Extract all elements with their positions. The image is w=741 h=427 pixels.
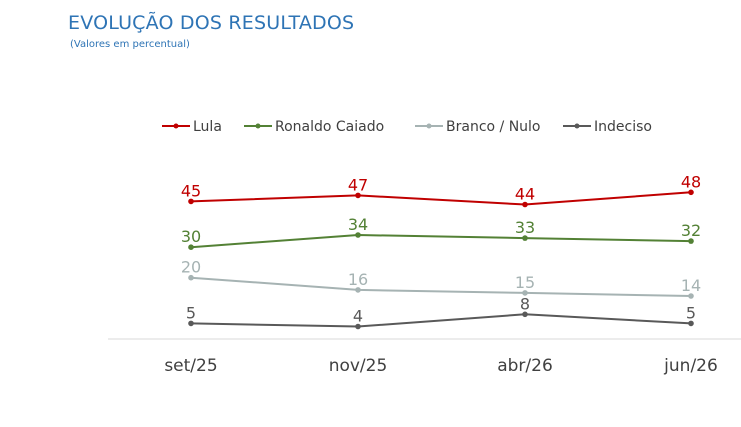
series-line-1 [190,233,692,249]
data-label-1-0: 30 [181,227,201,246]
x-tick-label-3: jun/26 [663,356,718,376]
data-point-2-0 [188,274,194,281]
data-point-1-1 [355,232,361,238]
legend-marker-3 [574,123,580,129]
data-point-1-2 [522,235,528,241]
x-tick-label-0: set/25 [164,356,217,376]
data-point-0-1 [355,192,361,199]
legend-label-3: Indeciso [594,119,652,135]
legend-marker-2 [426,123,432,129]
data-point-1-0 [188,244,194,250]
data-label-2-1: 16 [348,270,368,289]
data-point-2-3 [688,293,694,299]
data-point-1-3 [688,238,694,244]
data-point-2-1 [355,287,361,293]
data-point-3-2 [522,311,528,318]
legend-label-2: Branco / Nulo [446,119,541,135]
data-label-0-3: 48 [681,172,701,191]
data-label-0-0: 45 [181,181,201,200]
data-label-1-1: 34 [348,215,368,234]
data-point-0-3 [688,189,694,196]
series-line-2 [190,276,692,297]
data-point-3-3 [688,320,694,327]
series-line-3 [190,313,692,328]
chart-subtitle: (Valores em percentual) [70,39,190,50]
data-point-3-1 [355,323,361,330]
x-tick-label-1: nov/25 [329,356,388,376]
data-label-0-2: 44 [515,185,535,204]
data-label-3-2: 8 [520,294,530,313]
data-point-0-0 [188,198,194,205]
legend-label-1: Ronaldo Caiado [275,119,384,135]
data-label-3-1: 4 [353,307,363,326]
legend-marker-1 [255,123,261,129]
legend-marker-0 [173,123,179,129]
data-point-2-2 [522,290,528,296]
data-label-3-3: 5 [686,303,696,322]
data-label-0-1: 47 [348,175,368,194]
data-point-3-0 [188,320,194,327]
data-label-1-2: 33 [515,218,535,237]
data-point-0-2 [522,201,528,208]
data-label-2-2: 15 [515,273,535,292]
x-tick-label-2: abr/26 [497,356,553,376]
data-label-1-3: 32 [681,221,701,240]
data-label-3-0: 5 [186,303,196,322]
chart-title: EVOLUÇÃO DOS RESULTADOS [68,12,355,34]
data-label-2-0: 20 [181,258,201,277]
data-label-2-3: 14 [681,276,701,295]
legend-label-0: Lula [193,119,222,135]
series-line-0 [190,191,692,206]
